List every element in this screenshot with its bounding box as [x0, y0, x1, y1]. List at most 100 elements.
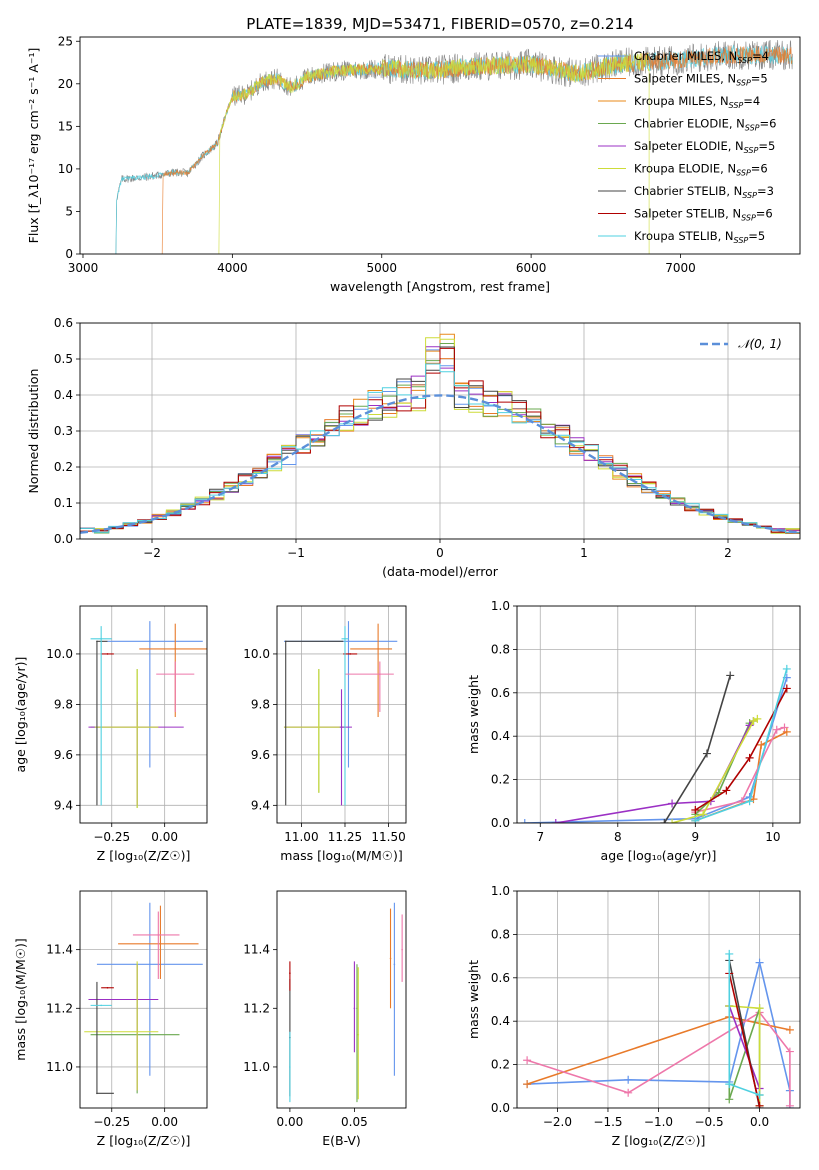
y-axis-label: Flux [f_λ10⁻¹⁷ erg cm⁻² s⁻¹ A⁻¹]	[26, 48, 41, 244]
mass-vs-Z-panel: −0.25 0.00 11.0 11.2 11.4 Z [log₁₀(Z/Z☉)] mass…	[13, 890, 208, 1148]
weight-point-marker	[745, 797, 754, 806]
weight-point-marker	[523, 1056, 532, 1065]
x-axis-label: Z [log₁₀(Z/Z☉)]	[97, 1133, 191, 1148]
errorbar-point	[284, 640, 287, 643]
y-tick-label: 1.0	[491, 599, 510, 613]
x-tick-label: 2	[724, 546, 732, 560]
errorbar-point	[347, 640, 350, 643]
x-tick-label: 4000	[217, 261, 248, 275]
errorbar-point	[349, 653, 352, 655]
weight-point-marker	[726, 671, 735, 680]
legend-entry-count: =3	[757, 184, 774, 198]
weight-point-marker	[725, 1080, 734, 1089]
errorbar-point	[96, 1092, 98, 1095]
legend-entry-subscript: SSP	[729, 101, 744, 110]
legend-entry-subscript: SSP	[734, 236, 749, 245]
spectrum-panel: 3000 4000 5000 6000 7000 0 5 10 15 20 25 wavelength…	[26, 34, 801, 294]
x-tick-label: 11.00	[284, 830, 318, 844]
y-tick-label: 9.4	[251, 798, 270, 812]
x-tick-label: 6000	[516, 261, 547, 275]
x-tick-label: 10	[765, 830, 780, 844]
errorbar-point	[96, 640, 98, 643]
residuals-frame	[79, 322, 801, 540]
legend-entry: Chabrier MILES, NSSP=4	[634, 49, 769, 65]
y-axis-label: mass [log₁₀(M/M☉)]	[13, 938, 28, 1060]
weight-series-line	[728, 973, 761, 1106]
weight-point-marker	[702, 749, 711, 758]
weight-point-marker	[780, 723, 789, 732]
y-tick-label: 0.6	[491, 971, 510, 985]
errorbar-point	[100, 638, 102, 640]
y-tick-label: 11.2	[243, 1001, 270, 1015]
x-tick-label: 11.50	[371, 830, 405, 844]
legend-entry-subscript: SSP	[736, 79, 751, 88]
errorbar-point	[357, 1033, 360, 1036]
y-tick-label: 0.2	[54, 460, 73, 474]
y-axis-label: Normed distribution	[26, 369, 41, 494]
x-tick-label: 11.25	[328, 830, 362, 844]
spectrum-frame	[79, 36, 801, 255]
legend-entry-text: Chabrier STELIB, N	[634, 184, 742, 198]
weight-point-marker	[668, 819, 677, 823]
errorbar-point	[100, 1004, 102, 1007]
legend-entry-count: =6	[751, 162, 768, 176]
y-tick-label: 0.2	[491, 773, 510, 787]
legend-entry-subscript: SSP	[742, 191, 757, 200]
weight-point-marker	[755, 1101, 764, 1108]
weight-vs-Z-panel: −2.0 −1.5 −1.0 −0.5 0.0 0.0 0.2 0.4 0.6 0.8 1.0 Z […	[466, 884, 801, 1148]
weight-point-marker	[755, 1004, 764, 1013]
errorbar-point	[340, 726, 343, 728]
errorbar-point	[401, 948, 403, 951]
x-tick-label: −0.5	[694, 1115, 723, 1129]
x-axis-label: age [log₁₀(age/yr)]	[601, 848, 717, 863]
weight-vs-age-panel: 7 8 9 10 0.0 0.2 0.4 0.6 0.8 1.0 age [log₁₀(age/yr…	[466, 599, 801, 863]
errorbar-point	[344, 638, 346, 640]
y-tick-label: 20	[58, 77, 73, 91]
weight-point-marker	[745, 753, 754, 762]
y-tick-label: 5	[65, 204, 73, 218]
legend-entry-count: =4	[743, 94, 760, 108]
errorbar-point	[379, 673, 381, 675]
x-tick-label: 0.00	[151, 830, 178, 844]
y-tick-label: 0.1	[54, 496, 73, 510]
legend-entry-text: Salpeter ELODIE, N	[634, 139, 744, 153]
errorbar-point	[174, 673, 177, 675]
errorbar-point	[318, 726, 320, 728]
x-tick-label: 7000	[665, 261, 696, 275]
figure-title: PLATE=1839, MJD=53471, FIBERID=0570, z=0…	[246, 15, 633, 33]
weight-point-marker	[755, 1090, 764, 1099]
legend-entry-count: =6	[760, 117, 777, 131]
weight-point-marker	[772, 725, 781, 734]
legend-entry: Kroupa ELODIE, NSSP=6	[634, 162, 768, 178]
legend-entry-text: Kroupa MILES, N	[634, 94, 729, 108]
weight-point-marker	[660, 819, 669, 823]
x-tick-label: 7	[536, 830, 544, 844]
spectrum-series-line	[218, 52, 650, 254]
weight-point-marker	[725, 1095, 734, 1104]
x-tick-label: −2.0	[543, 1115, 572, 1129]
y-tick-label: 0.4	[54, 388, 73, 402]
x-axis-label: Z [log₁₀(Z/Z☉)]	[612, 1133, 706, 1148]
weight-point-marker	[520, 819, 529, 823]
legend-entry-count: =5	[751, 72, 768, 86]
y-tick-label: 0.6	[54, 316, 73, 330]
mass-vs-ebv-frame	[276, 890, 407, 1109]
y-axis-label: age [log₁₀(age/yr)]	[13, 657, 28, 773]
y-tick-label: 11.4	[46, 943, 73, 957]
x-tick-label: 0	[436, 546, 444, 560]
legend-entry-subscript: SSP	[736, 169, 751, 178]
y-tick-label: 9.4	[54, 798, 73, 812]
errorbar-point	[136, 1030, 138, 1033]
residuals-panel: −2 −1 0 1 2 0.0 0.1 0.2 0.3 0.4 0.5 0.6 (data-model)…	[26, 316, 801, 579]
x-axis-label: E(B-V)	[322, 1133, 361, 1148]
weight-point-marker	[755, 958, 764, 967]
age-vs-mass-frame	[276, 605, 407, 824]
legend-entry-text: Kroupa STELIB, N	[634, 229, 734, 243]
errorbar-point	[377, 648, 379, 650]
weight-point-marker	[668, 799, 677, 808]
weight-vs-Z-frame	[516, 890, 801, 1109]
y-tick-label: 11.0	[46, 1060, 73, 1074]
weight-point-marker	[725, 949, 734, 958]
mass-vs-Z-plot-area	[80, 891, 207, 1108]
